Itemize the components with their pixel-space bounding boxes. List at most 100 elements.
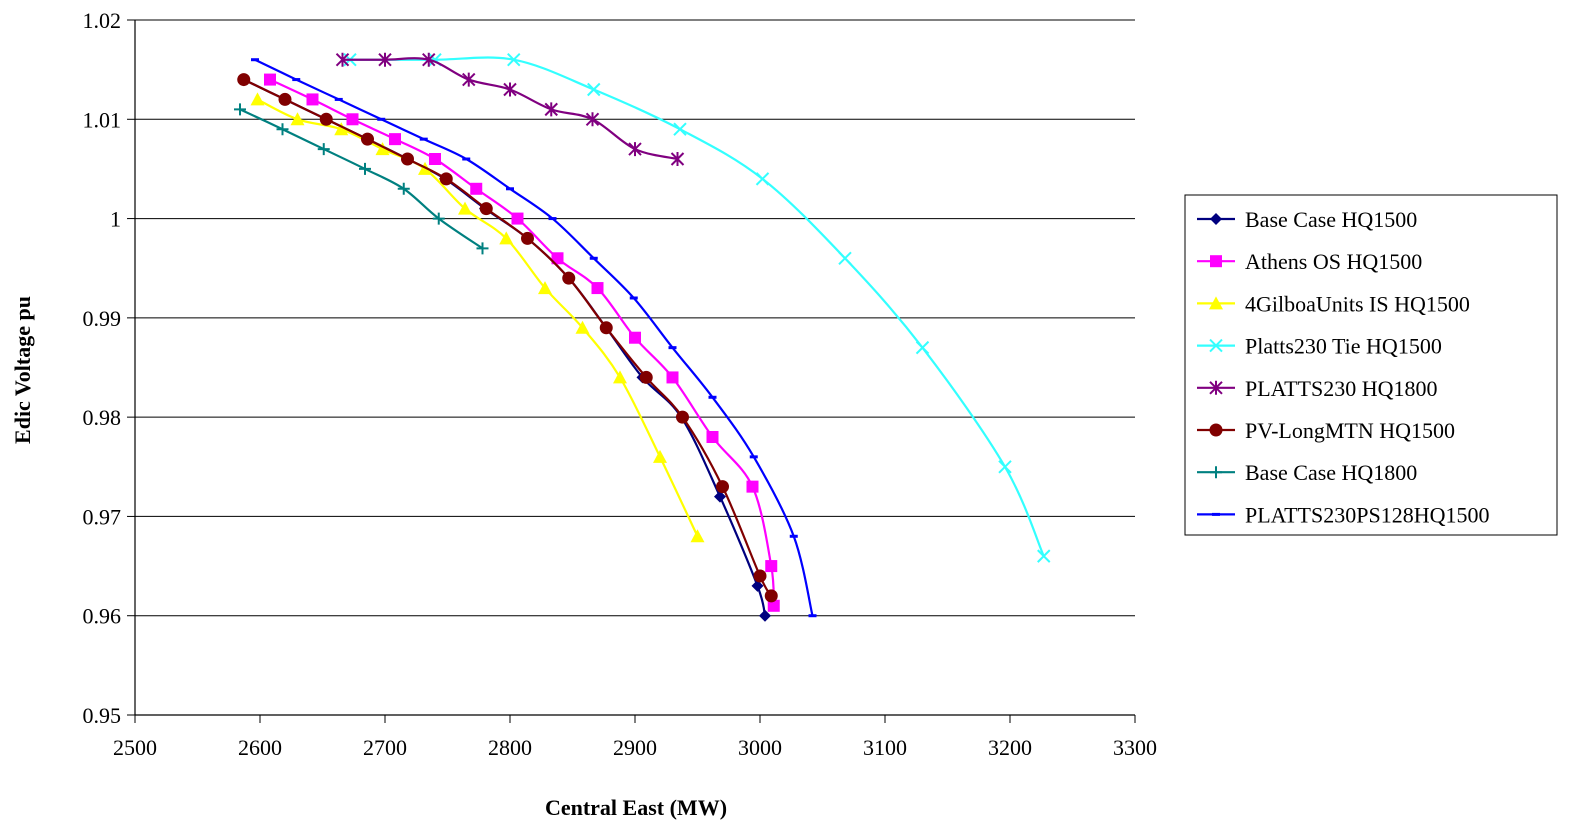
data-point bbox=[378, 52, 392, 67]
y-tick-label: 1.02 bbox=[83, 8, 122, 33]
series-7 bbox=[234, 103, 489, 255]
legend-item: Athens OS HQ1500 bbox=[1197, 249, 1422, 274]
data-point bbox=[544, 102, 558, 117]
series-line bbox=[243, 78, 773, 597]
data-point bbox=[915, 340, 930, 355]
legend-item: 4GilboaUnits IS HQ1500 bbox=[1197, 291, 1470, 316]
legend-label: 4GilboaUnits IS HQ1500 bbox=[1245, 291, 1470, 316]
data-point bbox=[251, 58, 259, 62]
legend-label: Base Case HQ1500 bbox=[1245, 207, 1417, 232]
legend-label: PLATTS230 HQ1800 bbox=[1245, 376, 1438, 401]
data-point bbox=[462, 157, 471, 161]
data-point bbox=[629, 296, 638, 300]
data-point bbox=[639, 370, 653, 384]
series-2 bbox=[264, 73, 780, 612]
legend-label: PV-LongMTN HQ1500 bbox=[1245, 418, 1455, 443]
data-point bbox=[234, 103, 246, 116]
data-point bbox=[511, 212, 524, 225]
legend-label: Platts230 Tie HQ1500 bbox=[1245, 334, 1442, 359]
data-point bbox=[397, 182, 410, 195]
x-tick-label: 3100 bbox=[863, 735, 907, 760]
series-1 bbox=[237, 73, 771, 622]
y-tick-label: 0.96 bbox=[83, 604, 122, 629]
data-point bbox=[335, 52, 350, 67]
x-tick-label: 2600 bbox=[238, 735, 282, 760]
legend-marker bbox=[1209, 380, 1223, 395]
data-point bbox=[292, 78, 301, 82]
data-point bbox=[629, 331, 641, 344]
data-point bbox=[666, 371, 679, 384]
data-point bbox=[591, 282, 604, 295]
data-point bbox=[361, 132, 374, 146]
data-point bbox=[346, 113, 359, 126]
data-point bbox=[767, 599, 780, 612]
data-point bbox=[479, 202, 493, 216]
x-tick-label: 2500 bbox=[113, 735, 157, 760]
y-tick-label: 1.01 bbox=[83, 107, 122, 132]
data-point bbox=[575, 320, 590, 334]
legend-label: Athens OS HQ1500 bbox=[1245, 249, 1422, 274]
data-point bbox=[716, 480, 729, 494]
data-point bbox=[507, 53, 521, 67]
legend-label: Base Case HQ1800 bbox=[1245, 460, 1417, 485]
series-line bbox=[254, 58, 814, 616]
legend-item: Platts230 Tie HQ1500 bbox=[1197, 334, 1442, 359]
legend: Base Case HQ1500 Athens OS HQ1500 4GilboaU… bbox=[1184, 194, 1558, 536]
data-point bbox=[476, 242, 489, 255]
data-point bbox=[764, 589, 778, 603]
data-point bbox=[613, 370, 627, 384]
data-point bbox=[237, 73, 251, 87]
data-point bbox=[506, 187, 514, 191]
data-point bbox=[808, 614, 817, 618]
legend-item: PLATTS230PS128HQ1500 bbox=[1197, 502, 1489, 527]
x-axis-title: Central East (MW) bbox=[545, 795, 727, 820]
data-point bbox=[551, 252, 564, 265]
legend-marker bbox=[1209, 296, 1223, 310]
data-point bbox=[765, 560, 778, 573]
data-point bbox=[276, 123, 289, 136]
data-point bbox=[317, 143, 330, 156]
data-point bbox=[746, 480, 759, 493]
data-point bbox=[589, 256, 598, 260]
y-tick-label: 0.95 bbox=[83, 703, 122, 728]
data-point bbox=[458, 201, 472, 215]
data-point bbox=[562, 271, 576, 285]
data-point bbox=[264, 73, 276, 86]
data-point bbox=[250, 92, 265, 106]
x-tick-label: 2800 bbox=[488, 735, 532, 760]
data-point bbox=[521, 231, 534, 245]
data-point bbox=[419, 137, 428, 141]
data-point bbox=[755, 172, 770, 186]
data-point bbox=[538, 281, 552, 295]
data-point bbox=[319, 112, 333, 126]
x-tick-label: 3300 bbox=[1113, 735, 1157, 760]
data-point bbox=[389, 133, 401, 146]
data-point bbox=[670, 152, 685, 166]
data-point bbox=[432, 212, 445, 225]
data-point bbox=[838, 251, 852, 265]
data-point bbox=[599, 321, 613, 335]
data-point bbox=[422, 52, 436, 67]
data-point bbox=[628, 142, 642, 157]
data-point bbox=[439, 172, 453, 186]
data-point bbox=[290, 112, 305, 126]
data-point bbox=[690, 529, 705, 543]
legend-marker bbox=[1210, 466, 1222, 479]
y-tick-label: 0.98 bbox=[83, 405, 122, 430]
legend-item: PLATTS230 HQ1800 bbox=[1197, 376, 1438, 401]
x-tick-label: 2700 bbox=[363, 735, 407, 760]
data-point bbox=[278, 92, 292, 106]
data-point bbox=[753, 569, 767, 583]
data-point bbox=[377, 117, 386, 121]
legend-label: PLATTS230PS128HQ1500 bbox=[1245, 502, 1489, 527]
legend-marker bbox=[1210, 213, 1222, 225]
data-point bbox=[759, 609, 771, 622]
series-8 bbox=[251, 58, 817, 618]
axes: 0.95 0.96 0.97 0.98 0.99 1 1.01 1.02 2500 2600 270… bbox=[83, 8, 1158, 760]
y-tick-label: 1 bbox=[110, 207, 121, 232]
data-point bbox=[375, 142, 390, 156]
data-point bbox=[401, 152, 414, 166]
data-point bbox=[548, 217, 557, 221]
data-point bbox=[676, 410, 689, 424]
